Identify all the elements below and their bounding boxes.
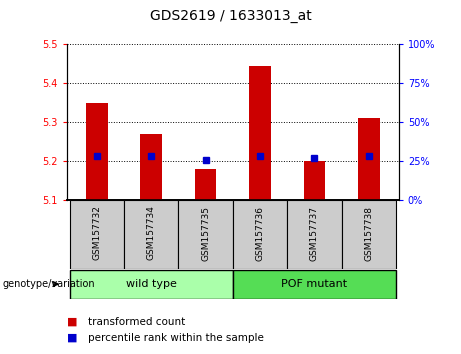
Text: GSM157738: GSM157738 — [364, 206, 373, 261]
Text: POF mutant: POF mutant — [281, 279, 348, 289]
Text: GSM157735: GSM157735 — [201, 206, 210, 261]
Bar — [70, 270, 233, 298]
Bar — [70, 200, 124, 269]
Text: percentile rank within the sample: percentile rank within the sample — [88, 333, 264, 343]
Bar — [342, 200, 396, 269]
Text: genotype/variation: genotype/variation — [2, 279, 95, 289]
Bar — [86, 103, 108, 200]
Text: GSM157737: GSM157737 — [310, 206, 319, 261]
Text: ■: ■ — [67, 333, 77, 343]
Bar — [140, 134, 162, 200]
Bar — [178, 200, 233, 269]
Bar — [233, 200, 287, 269]
Text: GSM157732: GSM157732 — [92, 206, 101, 261]
Text: GDS2619 / 1633013_at: GDS2619 / 1633013_at — [150, 9, 311, 23]
Bar — [287, 200, 342, 269]
Bar — [303, 161, 325, 200]
Text: wild type: wild type — [126, 279, 177, 289]
Text: GSM157734: GSM157734 — [147, 206, 156, 261]
Bar — [124, 200, 178, 269]
Text: transformed count: transformed count — [88, 317, 185, 327]
Bar — [233, 270, 396, 298]
Text: GSM157736: GSM157736 — [255, 206, 265, 261]
Bar — [249, 65, 271, 200]
Text: ■: ■ — [67, 317, 77, 327]
Bar — [358, 118, 380, 200]
Bar — [195, 169, 217, 200]
